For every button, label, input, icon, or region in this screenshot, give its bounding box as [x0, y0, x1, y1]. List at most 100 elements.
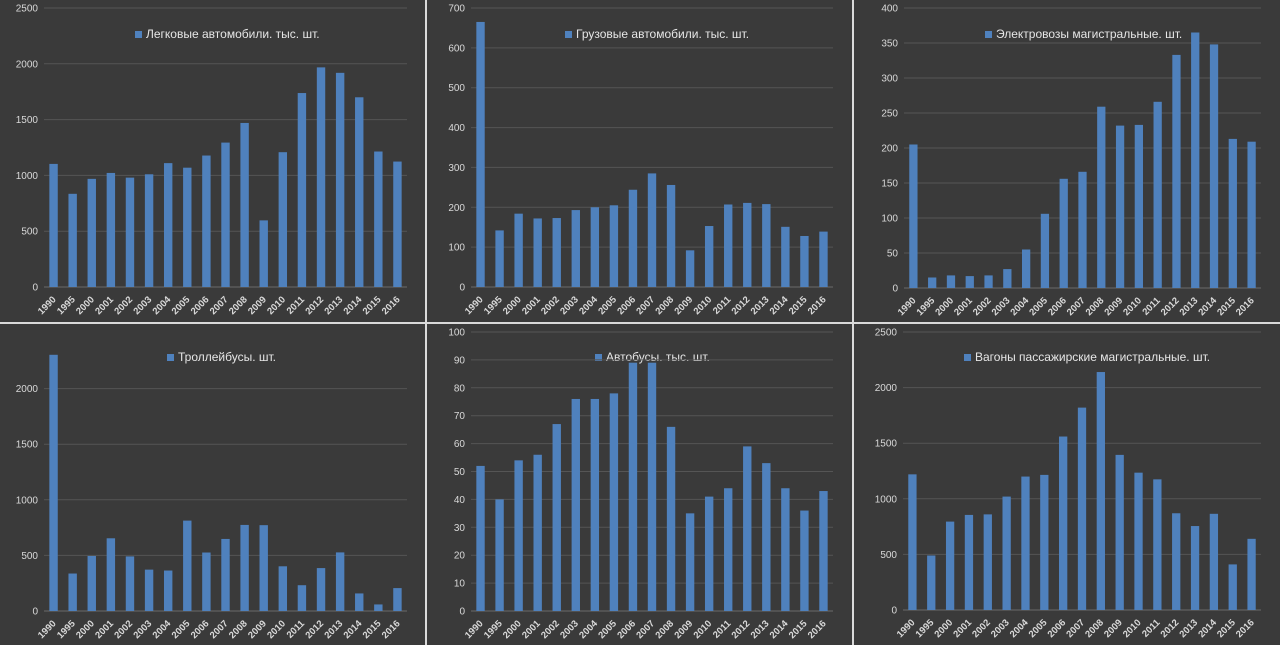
x-tick-label: 1990 [36, 618, 59, 641]
x-tick-label: 2012 [730, 618, 753, 641]
bar [590, 207, 600, 287]
x-tick-label: 2000 [74, 294, 97, 317]
x-tick-label: 2014 [1196, 295, 1219, 318]
x-tick-label: 2013 [1177, 617, 1200, 640]
bar [221, 538, 230, 611]
legend: Грузовые автомобили. тыс. шт. [565, 26, 749, 42]
y-tick-label: 30 [454, 523, 466, 534]
bar [908, 474, 917, 610]
bar [183, 520, 192, 611]
bar [1134, 124, 1144, 289]
x-tick-label: 1995 [482, 294, 505, 317]
y-tick-label: 300 [448, 163, 465, 174]
bar [87, 555, 96, 611]
bar [297, 585, 307, 611]
x-tick-label: 2008 [653, 618, 676, 641]
x-tick-label: 2005 [1027, 617, 1050, 640]
x-tick-label: 2013 [323, 294, 346, 317]
bar [240, 524, 249, 611]
x-tick-label: 2010 [1121, 295, 1144, 318]
bar [106, 538, 116, 611]
x-tick-label: 2006 [189, 294, 212, 317]
x-tick-label: 2004 [1008, 617, 1031, 640]
x-tick-label: 2001 [520, 294, 543, 317]
x-tick-label: 2001 [93, 618, 116, 641]
x-tick-label: 2015 [1215, 617, 1238, 640]
x-tick-label: 2005 [1027, 295, 1050, 318]
bar [144, 174, 154, 287]
x-tick-label: 2002 [971, 295, 994, 318]
x-tick-label: 1990 [463, 618, 486, 641]
x-tick-label: 2011 [285, 618, 308, 641]
chart-svg: 0500100015002000250019901995200020012002… [875, 328, 1261, 640]
bar [945, 521, 955, 610]
bar [1002, 496, 1011, 610]
bar [571, 398, 580, 611]
x-tick-label: 2000 [501, 294, 524, 317]
x-tick-label: 2009 [1102, 295, 1125, 318]
bar [355, 97, 364, 287]
legend-swatch [565, 30, 572, 38]
bar [647, 173, 657, 287]
bar [724, 204, 733, 287]
x-tick-label: 1995 [55, 294, 78, 317]
bar [928, 277, 937, 288]
bar [183, 167, 192, 287]
x-tick-label: 1990 [36, 294, 59, 317]
x-tick-label: 2008 [227, 618, 250, 641]
chart-title: Грузовые автомобили. тыс. шт. [576, 27, 750, 41]
legend-swatch [595, 353, 602, 361]
x-tick-label: 2014 [768, 618, 791, 641]
y-tick-label: 1000 [16, 171, 39, 182]
chart-svg: 0100200300400500600700199019952000200120… [448, 4, 833, 317]
legend: Легковые автомобили. тыс. шт. [135, 26, 320, 42]
chart-title: Электровозы магистральные. шт. [996, 27, 1183, 41]
x-tick-label: 2001 [951, 617, 974, 640]
x-tick-label: 2011 [285, 294, 308, 317]
x-tick-label: 2007 [634, 294, 657, 317]
legend: Электровозы магистральные. шт. [985, 26, 1182, 42]
y-tick-label: 500 [880, 550, 897, 561]
chart-svg: 0 50 100 150 200 250 300 350 400 1990199520002001… [881, 4, 1261, 318]
y-tick-label: 100 [881, 214, 898, 225]
bar [609, 205, 619, 287]
x-tick-label: 2009 [672, 294, 695, 317]
x-tick-label: 2003 [131, 618, 154, 641]
x-tick-label: 2012 [1159, 295, 1182, 318]
bar [964, 514, 974, 610]
bar [1096, 372, 1105, 610]
y-tick-label: 500 [21, 551, 38, 562]
x-tick-label: 2009 [246, 618, 269, 641]
x-tick-label: 2011 [711, 294, 734, 317]
x-tick-label: 2008 [227, 294, 250, 317]
chart-panel-trolleybuses: Троллейбусы. шт. 0 500 1000 1500 2000 1990 199… [0, 324, 425, 645]
y-tick-label: 70 [454, 411, 466, 422]
x-tick-label: 2014 [342, 294, 365, 317]
x-tick-label: 2007 [1064, 617, 1087, 640]
x-tick-label: 2006 [615, 618, 638, 641]
x-tick-label: 2004 [577, 294, 600, 317]
bar [909, 144, 918, 288]
bar [1209, 44, 1219, 289]
bar [106, 172, 116, 287]
legend: Троллейбусы. шт. [167, 349, 276, 365]
x-tick-label: 2001 [952, 295, 975, 318]
x-tick-label: 2015 [787, 618, 810, 641]
x-tick-label: 2007 [634, 618, 657, 641]
y-tick-label: 0 [459, 283, 465, 294]
bar [476, 21, 485, 287]
x-tick-label: 2007 [208, 294, 231, 317]
x-tick-label: 2010 [692, 618, 715, 641]
bar [355, 593, 364, 611]
x-tick-label: 2006 [1046, 617, 1069, 640]
bar [68, 573, 77, 611]
bar [87, 178, 96, 287]
y-tick-label: 700 [448, 4, 465, 15]
x-tick-label: 2004 [151, 294, 174, 317]
x-tick-label: 2012 [303, 294, 326, 317]
x-tick-label: 1995 [55, 618, 78, 641]
x-tick-label: 2008 [1084, 295, 1107, 318]
x-tick-label: 2003 [131, 294, 154, 317]
x-tick-label: 2003 [558, 618, 581, 641]
